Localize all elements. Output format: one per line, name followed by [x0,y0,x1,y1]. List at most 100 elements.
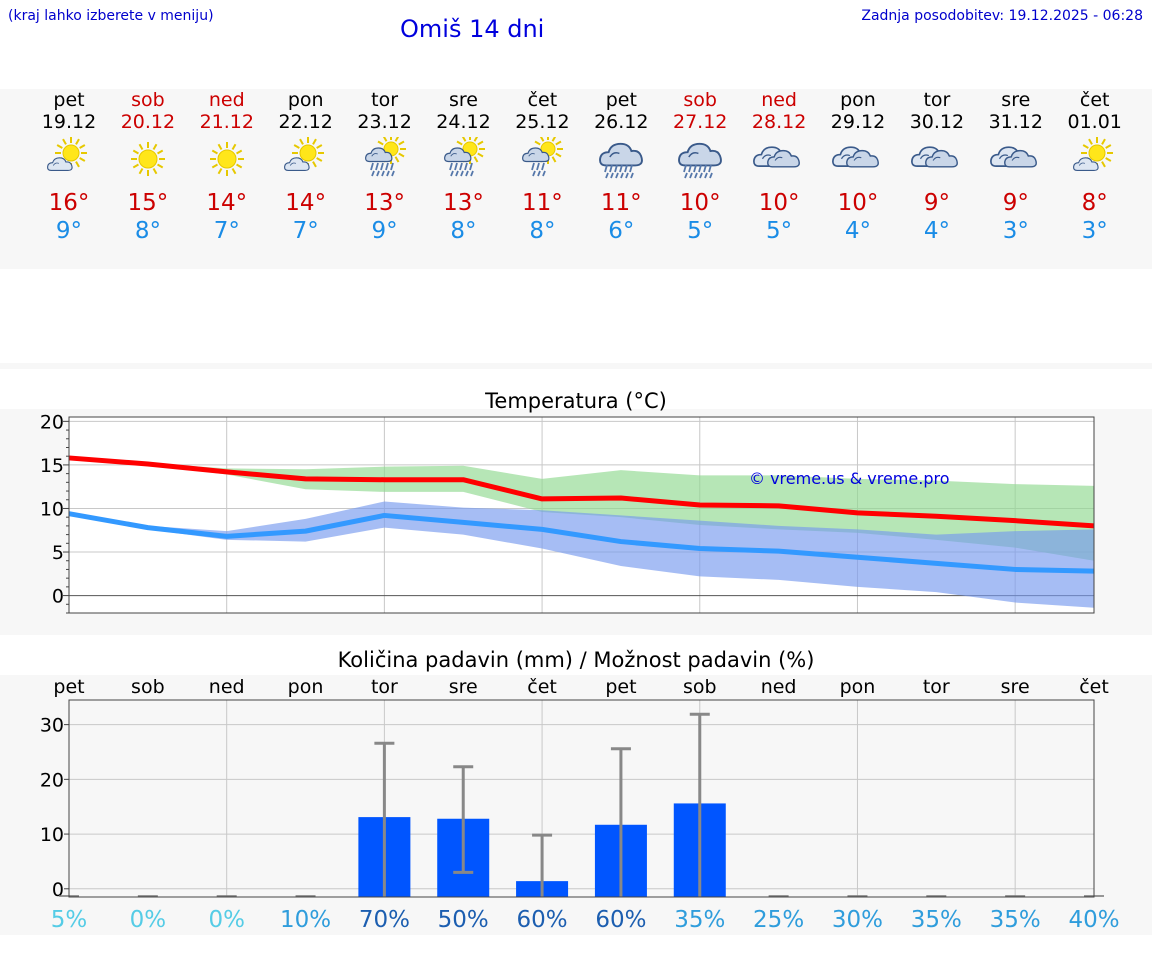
day-column: pon 29.12 10° 4° [818,89,898,245]
max-range-band [69,457,1094,561]
max-temperature-line [68,455,1095,529]
day-column: ned 28.12 10° 5° [739,89,819,245]
precipitation-chance-label: 5% [51,907,88,933]
y-tick-label: 30 [40,715,64,737]
y-tick-label: 10 [40,498,64,520]
temp-max: 13° [443,190,484,216]
cloud-icon [910,146,958,168]
day-column: čet 25.12 11° 8° [502,89,582,245]
sun-cloud-icon [47,137,87,171]
temp-max: 10° [679,190,721,216]
x-category-label: pet [53,676,84,698]
x-category-label: ned [209,676,245,698]
temp-min: 5° [687,218,714,244]
last-update: Zadnja posodobitev: 19.12.2025 - 06:28 [861,8,1143,24]
temp-min: 7° [292,218,319,244]
day-column: sob 20.12 15° 8° [108,89,188,245]
precipitation-chance-label: 10% [280,907,331,933]
day-column: ned 21.12 14° 7° [187,89,267,245]
y-tick-label: 20 [40,769,64,791]
separator [0,363,1152,369]
precipitation-chance-label: 35% [674,907,725,933]
precipitation-chance-label: 0% [130,907,167,933]
cloud-icon [753,146,801,168]
x-category-label: sob [683,676,717,698]
temp-max: 14° [206,190,248,216]
day-date: 30.12 [909,111,965,133]
precipitation-chance-label: 0% [208,907,245,933]
day-name: čet [527,89,558,111]
day-date: 22.12 [278,111,333,133]
temp-min: 4° [844,218,872,244]
y-tick-label: 0 [52,879,64,901]
y-tick-label: 10 [40,824,64,846]
temp-max: 11° [600,190,642,216]
y-tick-label: 0 [52,586,64,608]
day-name: pon [840,89,876,111]
daily-forecast-panel [0,89,1152,269]
x-category-label: sre [449,676,478,698]
precipitation-chance-label: 40% [1068,907,1119,933]
temp-min: 8° [529,218,556,244]
precipitation-chance-label: 70% [359,907,410,933]
temp-min: 5° [766,218,793,244]
precipitation-chance-label: 60% [517,907,568,933]
x-category-label: sob [131,676,165,698]
x-category-label: pon [840,676,876,698]
day-column: sob 27.12 10° 5° [660,89,740,245]
day-name: čet [1079,89,1110,111]
day-date: 19.12 [41,111,97,133]
day-name: sob [683,89,717,111]
day-date: 25.12 [515,111,570,133]
temp-min: 8° [450,218,477,244]
precipitation-chart-title: Količina padavin (mm) / Možnost padavin … [337,648,815,672]
y-tick-label: 20 [40,411,64,433]
temp-max: 9° [1002,190,1029,216]
day-column: pet 26.12 11° 6° [581,89,661,245]
day-name: ned [761,89,797,111]
day-name: sob [131,89,165,111]
x-category-label: ned [761,676,797,698]
cloud-icon [989,146,1037,168]
plot-frame [68,416,1095,614]
day-column: pon 22.12 14° 7° [266,89,346,245]
y-tick-label: 5 [52,542,64,564]
x-category-label: čet [1079,676,1109,698]
temperature-chart: 0 5 10 15 20 © vreme.us & vreme.pro [40,411,1095,614]
sun-cloud-light-rain-icon [522,137,564,177]
temp-min: 3° [1002,218,1029,244]
precipitation-chance-label: 35% [911,907,962,933]
day-date: 23.12 [357,111,412,133]
plot-frame [68,699,1095,898]
temp-max: 15° [127,190,169,216]
temp-max: 9° [923,190,950,216]
day-name: ned [208,89,245,111]
page-title: Omiš 14 dni [400,15,545,43]
cloud-icon [832,146,879,168]
temp-min: 3° [1081,218,1108,244]
day-date: 01.01 [1067,111,1122,133]
precipitation-chance-label: 25% [753,907,804,933]
location-hint: (kraj lahko izberete v meniju) [8,8,214,24]
x-category-label: tor [371,676,398,698]
day-date: 29.12 [830,111,886,133]
day-name: sre [449,89,478,111]
day-name: tor [923,89,951,111]
sun-icon [130,142,165,176]
cloud-rain-icon [599,142,644,179]
temperature-chart-title: Temperatura (°C) [485,389,667,413]
day-date: 28.12 [751,111,807,133]
day-column: sre 24.12 13° 8° [424,89,504,245]
day-date: 24.12 [436,111,491,133]
day-name: pon [287,89,324,111]
day-name: pet [605,89,637,111]
temp-max: 13° [364,190,405,216]
temp-min: 9° [55,218,83,244]
sun-cloud-icon [283,137,324,171]
temp-max: 14° [285,190,327,216]
day-column: tor 30.12 9° 4° [897,89,977,245]
sun-cloud-rain-icon [364,137,406,177]
temp-max: 8° [1081,190,1108,216]
sun-cloud-icon [1072,137,1113,171]
temp-min: 7° [213,218,240,244]
